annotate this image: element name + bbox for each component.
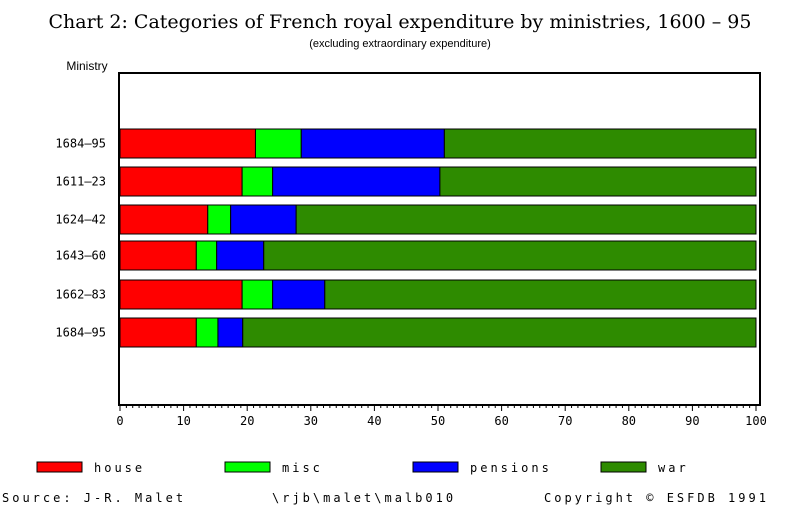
bar-war-4 <box>263 240 757 271</box>
category-label-2: 1611–23 <box>55 175 106 189</box>
x-tick-label-0: 0 <box>116 414 123 428</box>
x-tick-label-80: 80 <box>622 414 636 428</box>
bar-house-6 <box>119 317 197 348</box>
bar-pensions-5 <box>272 279 326 310</box>
bar-house-1 <box>119 128 256 159</box>
category-label-1: 1684–95 <box>55 137 106 151</box>
legend-label-misc: misc <box>282 461 323 475</box>
bar-misc-1 <box>254 128 302 159</box>
bar-misc-2 <box>241 166 274 197</box>
bar-house-4 <box>119 240 197 271</box>
x-tick-label-90: 90 <box>685 414 699 428</box>
legend-label-pensions: pensions <box>470 461 552 475</box>
footer-path: \rjb\malet\malb010 <box>272 491 456 505</box>
category-label-3: 1624–42 <box>55 213 106 227</box>
legend: house misc pensions war <box>36 461 689 475</box>
legend-label-house: house <box>94 461 145 475</box>
category-label-6: 1684–95 <box>55 326 106 340</box>
chart-subtitle: (excluding extraordinary expenditure) <box>309 38 491 50</box>
x-tick-label-60: 60 <box>494 414 508 428</box>
bar-pensions-4 <box>216 240 265 271</box>
bar-pensions-3 <box>230 204 297 235</box>
bar-house-5 <box>119 279 243 310</box>
legend-swatch-pensions <box>412 461 459 473</box>
bar-war-3 <box>295 204 757 235</box>
bar-house-2 <box>119 166 243 197</box>
category-labels: 1684–95 1611–23 1624–42 1643–60 1662–83 1684–… <box>55 137 106 340</box>
category-label-5: 1662–83 <box>55 288 106 302</box>
category-label-4: 1643–60 <box>55 249 106 263</box>
bar-misc-5 <box>241 279 274 310</box>
bar-war-1 <box>443 128 757 159</box>
bar-war-5 <box>324 279 757 310</box>
x-tick-label-50: 50 <box>431 414 445 428</box>
bar-misc-6 <box>195 317 219 348</box>
legend-swatch-house <box>36 461 83 473</box>
x-tick-label-10: 10 <box>176 414 190 428</box>
bar-house-3 <box>119 204 209 235</box>
bar-misc-3 <box>207 204 232 235</box>
bar-war-6 <box>242 317 757 348</box>
bar-misc-4 <box>195 240 218 271</box>
x-tick-label-40: 40 <box>367 414 381 428</box>
footer-source: Source: J-R. Malet <box>2 491 186 505</box>
x-tick-label-30: 30 <box>304 414 318 428</box>
bar-pensions-1 <box>300 128 445 159</box>
footer-copyright: Copyright © ESFDB 1991 <box>544 491 769 505</box>
bar-pensions-2 <box>272 166 441 197</box>
x-tick-label-70: 70 <box>558 414 572 428</box>
x-tick-label-20: 20 <box>240 414 254 428</box>
bar-war-2 <box>439 166 757 197</box>
bars-group <box>119 128 757 348</box>
chart-title: Chart 2: Categories of French royal expe… <box>49 11 752 33</box>
legend-swatch-war <box>600 461 647 473</box>
y-axis-label: Ministry <box>66 59 107 73</box>
x-axis: 0 10 20 30 40 50 60 70 80 90 100 <box>116 404 767 428</box>
legend-label-war: war <box>658 461 689 475</box>
x-tick-label-100: 100 <box>745 414 767 428</box>
bar-pensions-6 <box>217 317 244 348</box>
plot-area <box>118 72 761 406</box>
legend-swatch-misc <box>224 461 271 473</box>
